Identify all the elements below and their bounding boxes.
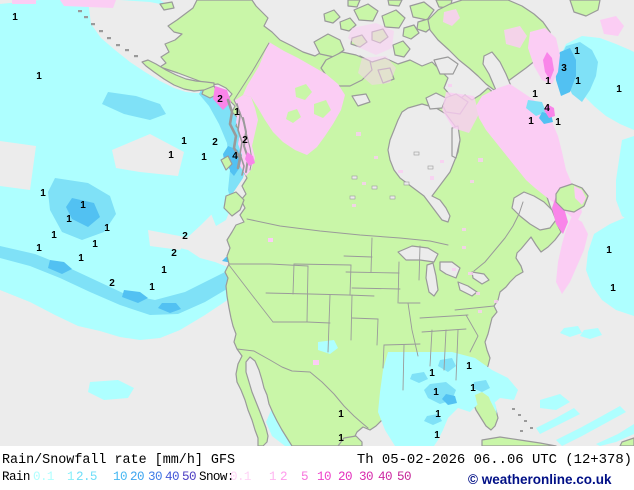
svg-text:1: 1 (545, 76, 551, 87)
svg-text:2: 2 (280, 470, 287, 484)
svg-text:2.5: 2.5 (76, 470, 97, 484)
svg-text:3: 3 (561, 63, 567, 74)
svg-text:1: 1 (40, 188, 46, 199)
svg-text:1: 1 (149, 282, 155, 293)
svg-text:1: 1 (606, 245, 612, 256)
svg-text:1: 1 (161, 265, 167, 276)
svg-text:10: 10 (317, 470, 331, 484)
svg-text:30: 30 (359, 470, 373, 484)
svg-text:4: 4 (544, 103, 550, 114)
svg-text:1: 1 (234, 107, 240, 118)
svg-text:1: 1 (67, 470, 74, 484)
svg-text:Rain/Snowfall rate [mm/h] GFS: Rain/Snowfall rate [mm/h] GFS (2, 453, 235, 468)
svg-text:4: 4 (232, 151, 238, 162)
svg-text:Th 05-02-2026 06..06 UTC (12+3: Th 05-02-2026 06..06 UTC (12+378) (357, 452, 632, 468)
svg-text:1: 1 (610, 283, 616, 294)
svg-text:1: 1 (574, 46, 580, 57)
svg-text:1: 1 (528, 116, 534, 127)
svg-text:5: 5 (301, 470, 308, 484)
svg-text:1: 1 (429, 368, 435, 379)
svg-text:0.1: 0.1 (230, 470, 251, 484)
svg-text:1: 1 (338, 409, 344, 420)
svg-text:1: 1 (532, 89, 538, 100)
svg-text:2: 2 (217, 94, 223, 105)
svg-text:2: 2 (242, 135, 248, 146)
svg-text:1: 1 (435, 409, 441, 420)
svg-text:Rain: Rain (2, 470, 30, 484)
svg-text:20: 20 (338, 470, 352, 484)
svg-text:1: 1 (92, 239, 98, 250)
svg-text:1: 1 (433, 387, 439, 398)
svg-text:1: 1 (36, 71, 42, 82)
svg-text:0.1: 0.1 (33, 470, 54, 484)
svg-text:2: 2 (212, 137, 218, 148)
svg-text:1: 1 (434, 430, 440, 441)
svg-text:1: 1 (269, 470, 276, 484)
svg-text:1: 1 (338, 433, 344, 444)
svg-text:1: 1 (51, 230, 57, 241)
svg-text:1: 1 (66, 214, 72, 225)
svg-text:1: 1 (80, 200, 86, 211)
svg-text:2: 2 (171, 248, 177, 259)
svg-text:1: 1 (470, 383, 476, 394)
svg-text:1: 1 (466, 361, 472, 372)
svg-text:1: 1 (555, 117, 561, 128)
svg-text:2: 2 (182, 231, 188, 242)
svg-text:© weatheronline.co.uk: © weatheronline.co.uk (468, 472, 612, 487)
svg-text:1: 1 (201, 152, 207, 163)
svg-text:50: 50 (182, 470, 196, 484)
svg-text:20: 20 (130, 470, 144, 484)
svg-text:Snow:: Snow: (199, 470, 234, 484)
svg-text:50: 50 (397, 470, 411, 484)
svg-text:30: 30 (148, 470, 162, 484)
svg-text:1: 1 (575, 76, 581, 87)
svg-text:1: 1 (104, 223, 110, 234)
svg-text:2: 2 (109, 278, 115, 289)
svg-text:1: 1 (616, 84, 622, 95)
svg-text:1: 1 (181, 136, 187, 147)
svg-text:10: 10 (113, 470, 127, 484)
svg-text:40: 40 (165, 470, 179, 484)
svg-text:1: 1 (168, 150, 174, 161)
svg-text:1: 1 (36, 243, 42, 254)
svg-text:40: 40 (378, 470, 392, 484)
svg-text:1: 1 (12, 12, 18, 23)
svg-text:1: 1 (78, 253, 84, 264)
